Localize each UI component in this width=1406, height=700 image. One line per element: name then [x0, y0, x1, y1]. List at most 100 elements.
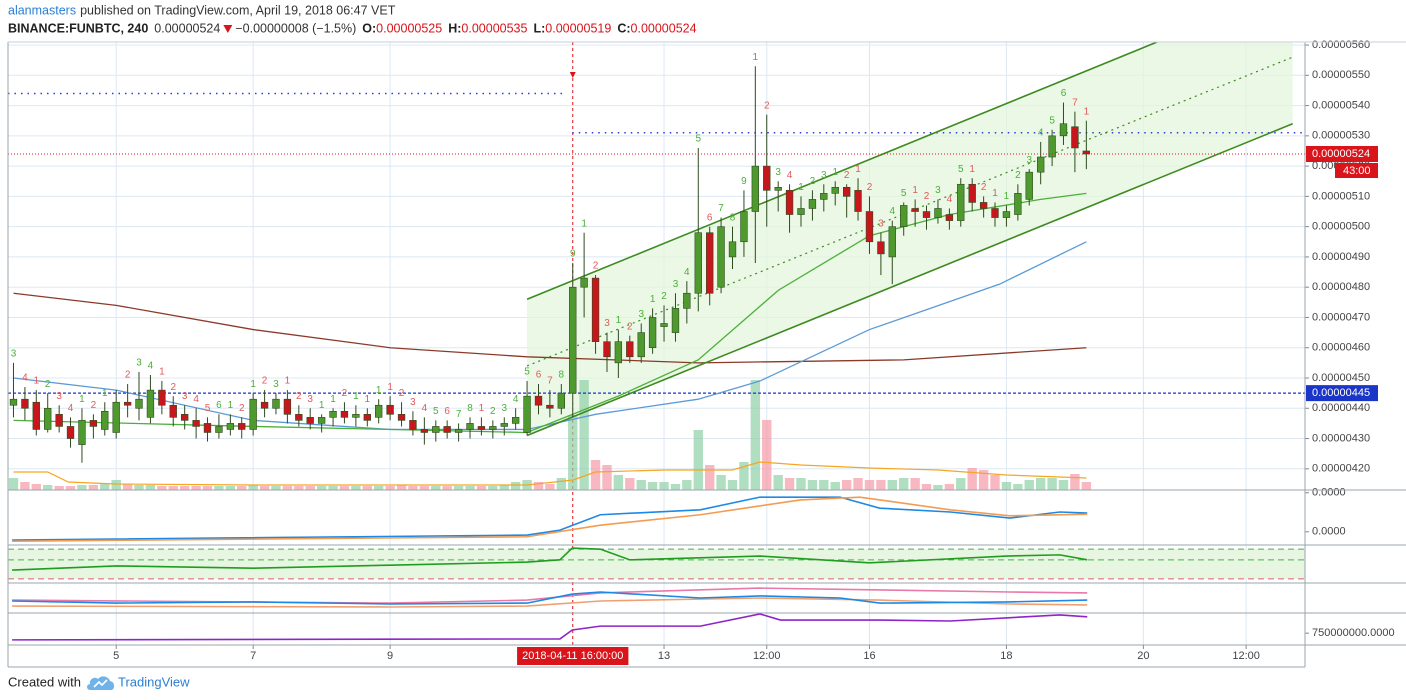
candle-body — [375, 404, 383, 418]
setup-count: 2 — [1015, 170, 1021, 181]
volume-bar — [488, 486, 498, 490]
setup-count: 2 — [170, 382, 176, 393]
pane-y-tick-label: 750000000.0000 — [1312, 627, 1395, 639]
candle-body — [44, 407, 52, 430]
setup-count: 3 — [775, 167, 781, 178]
down-arrow — [223, 25, 233, 33]
candle-body — [523, 395, 531, 433]
candle-body — [66, 426, 75, 439]
setup-count: 2 — [91, 400, 97, 411]
volume-bar — [77, 485, 87, 490]
candle-body — [1036, 156, 1045, 173]
level-label: 0.00000445 — [1312, 387, 1370, 399]
setup-count: 3 — [136, 358, 142, 369]
candle-body — [683, 292, 691, 309]
price-label-box — [1306, 146, 1378, 162]
y-tick-label: 0.00000490 — [1312, 251, 1370, 263]
setup-count: 2 — [981, 182, 987, 193]
setup-count: 3 — [273, 379, 279, 390]
candle-body — [55, 414, 63, 427]
candle-body — [306, 417, 314, 424]
ohlc-key: H: — [448, 21, 461, 35]
setup-count: 1 — [832, 167, 838, 178]
candle-body — [203, 423, 212, 433]
setup-count: 1 — [753, 52, 759, 63]
footer-brand[interactable]: TradingView — [118, 674, 190, 689]
candle-body — [808, 199, 817, 209]
volume-bar — [853, 478, 863, 490]
ohlc-key: L: — [533, 21, 545, 35]
volume-bar — [716, 475, 726, 490]
setup-count: 8 — [467, 403, 473, 414]
volume-bar — [899, 478, 909, 490]
candle-body — [979, 202, 988, 209]
candle-body — [21, 398, 29, 409]
setup-count: 1 — [912, 185, 918, 196]
candle-body — [340, 410, 349, 418]
candle-body — [626, 341, 634, 358]
volume-bar — [1047, 478, 1057, 490]
volume-bar — [328, 486, 338, 490]
volume-bar — [1081, 482, 1092, 490]
volume-bar — [65, 486, 76, 490]
setup-count: 1 — [479, 403, 485, 414]
setup-count: 1 — [159, 367, 165, 378]
candle-body — [957, 183, 965, 221]
volume-bar — [796, 478, 806, 490]
candle-body — [991, 208, 999, 218]
volume-bar — [88, 485, 99, 490]
candle-body — [614, 341, 623, 364]
setup-count: 1 — [650, 294, 656, 305]
volume-bar — [659, 482, 669, 490]
candle-body — [169, 404, 177, 418]
setup-count: 1 — [330, 394, 336, 405]
x-tick-label: 5 — [113, 650, 119, 662]
y-tick-label: 0.00000470 — [1312, 311, 1370, 323]
setup-count: 8 — [730, 212, 736, 223]
header-symbol: BINANCE:FUNBTC, 240 — [8, 21, 148, 35]
volume-bar — [316, 486, 327, 490]
candle-body — [500, 423, 508, 427]
setup-count: 2 — [810, 176, 816, 187]
volume-bar — [762, 420, 772, 490]
setup-count: 3 — [11, 349, 17, 360]
candle-body — [1002, 211, 1011, 218]
setup-count: 1 — [376, 385, 382, 396]
candle-body — [511, 417, 520, 424]
y-tick-label: 0.00000500 — [1312, 221, 1370, 233]
setup-count: 7 — [1072, 97, 1078, 108]
y-tick-label: 0.00000540 — [1312, 99, 1370, 111]
setup-count: 3 — [182, 391, 188, 402]
volume-bar — [248, 485, 258, 490]
volume-bar — [20, 482, 30, 490]
setup-count: 1 — [969, 164, 975, 175]
setup-count: 1 — [34, 376, 40, 387]
candle-body — [295, 414, 303, 421]
volume-bar — [864, 480, 875, 490]
indicator-line — [12, 587, 1088, 604]
volume-bar — [670, 484, 681, 490]
setup-count: 2 — [844, 170, 850, 181]
setup-count: 3 — [501, 403, 507, 414]
x-tick-label: 12:00 — [753, 650, 781, 662]
setup-count: 1 — [319, 400, 325, 411]
volume-bar — [784, 478, 795, 490]
volume-bar — [100, 484, 110, 490]
setup-count: 5 — [1049, 115, 1055, 126]
channel-lower — [526, 122, 1293, 437]
candle-body — [101, 410, 109, 430]
volume-bar — [933, 485, 943, 490]
candle-body — [900, 205, 908, 227]
setup-count: 3 — [821, 170, 827, 181]
candle-body — [112, 401, 120, 433]
setup-count: 4 — [947, 194, 953, 205]
volume-bar — [1035, 478, 1046, 490]
volume-bar — [841, 480, 852, 490]
ohlc-value: 0.00000519 — [545, 21, 611, 35]
candle-body — [877, 241, 885, 255]
crosshair-marker — [569, 72, 576, 78]
setup-count: 1 — [250, 379, 256, 390]
setup-count: 9 — [741, 176, 747, 187]
